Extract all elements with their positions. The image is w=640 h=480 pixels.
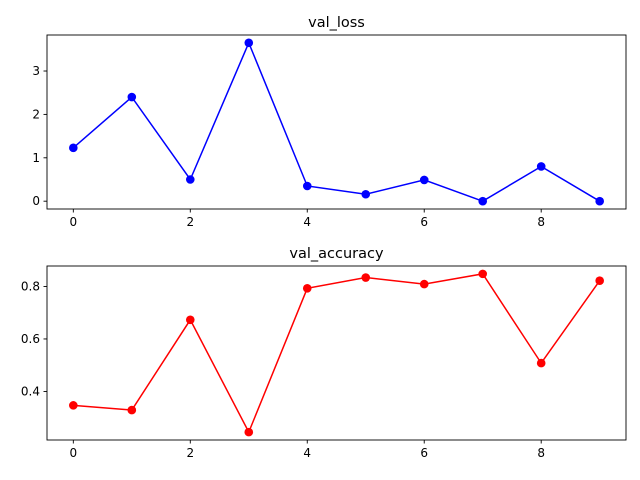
series-line [73, 273, 601, 434]
data-point [361, 273, 371, 282]
axes-frame [46, 265, 627, 441]
data-point [185, 175, 195, 184]
y-tick-label: 2 [32, 107, 40, 121]
data-point [595, 196, 604, 206]
data-point [69, 143, 78, 153]
y-tick-label: 1 [32, 151, 40, 165]
data-point [302, 181, 312, 191]
data-point [478, 269, 488, 279]
val-loss-subplot: val_loss 0 2 4 6 8 0 1 2 3 [32, 15, 627, 229]
data-point [244, 427, 254, 437]
x-tick-label: 2 [186, 446, 194, 460]
chart-title: val_accuracy [289, 246, 384, 262]
x-tick-label: 6 [420, 215, 428, 229]
x-tick-label: 4 [303, 215, 311, 229]
val-accuracy-subplot: val_accuracy 0 2 4 6 8 0.4 0.6 0.8 [21, 246, 627, 460]
data-point [127, 92, 137, 102]
x-tick-label: 4 [303, 446, 311, 460]
x-tick-label: 0 [69, 446, 77, 460]
data-point [244, 38, 254, 48]
y-tick-label: 3 [32, 64, 40, 78]
data-point [127, 405, 137, 415]
series-line [72, 40, 601, 203]
data-point [361, 189, 371, 199]
chart-title: val_loss [308, 15, 365, 31]
y-tick-label: 0 [32, 194, 40, 208]
data-point [595, 276, 604, 285]
x-tick-label: 8 [537, 215, 545, 229]
data-point [419, 175, 429, 185]
data-point [185, 315, 195, 325]
y-tick-label: 0.8 [21, 279, 40, 293]
x-tick-label: 0 [69, 215, 77, 229]
data-point [69, 401, 78, 410]
data-point [302, 284, 312, 293]
y-tick-label: 0.6 [21, 332, 40, 346]
data-point [536, 162, 546, 171]
y-tick-label: 0.4 [21, 384, 40, 398]
data-point [419, 279, 429, 289]
axes-frame [46, 34, 627, 210]
data-point [536, 358, 546, 368]
x-tick-label: 2 [186, 215, 194, 229]
data-point [478, 196, 488, 206]
x-tick-label: 6 [420, 446, 428, 460]
x-tick-label: 8 [537, 446, 545, 460]
